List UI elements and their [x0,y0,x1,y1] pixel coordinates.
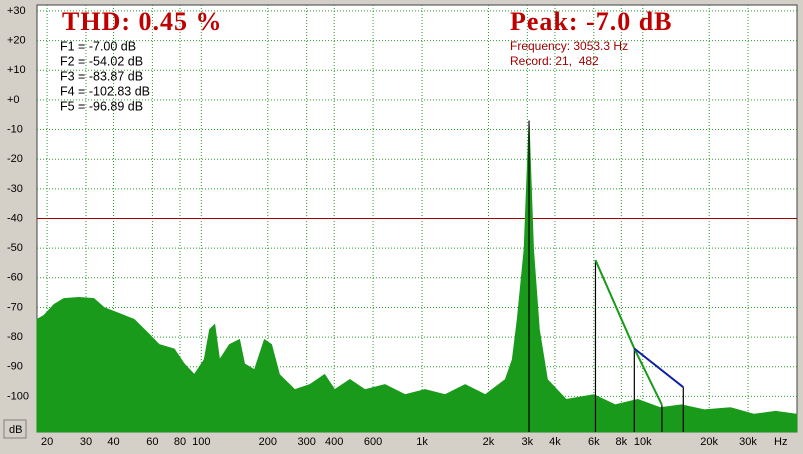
frequency-info: Frequency: 3053.3 Hz [510,39,628,53]
harmonic-label: F1 = -7.00 dB [60,39,136,53]
harmonic-label: F3 = -83.87 dB [60,69,143,83]
y-tick-label: +0 [7,94,20,106]
x-tick-label: 1k [416,436,428,448]
x-tick-label: 600 [364,436,382,448]
harmonic-trend [633,347,684,388]
x-tick-label: 2k [483,436,495,448]
x-tick-label: 4k [549,436,561,448]
x-axis-label: Hz [774,436,787,448]
x-tick-label: 100 [192,436,210,448]
x-tick-label: 400 [325,436,343,448]
y-tick-label: -60 [7,272,23,284]
harmonic-label: F4 = -102.83 dB [60,84,150,98]
x-tick-label: 30k [739,436,757,448]
x-tick-label: 3k [522,436,534,448]
x-tick-label: 20k [700,436,718,448]
x-tick-label: 30 [80,436,92,448]
record-info: Record: 21, 482 [510,54,599,68]
x-tick-label: 6k [588,436,600,448]
y-tick-label: -10 [7,123,23,135]
peak-title: Peak: -7.0 dB [510,7,673,36]
x-tick-label: 80 [174,436,186,448]
y-tick-label: -80 [7,331,23,343]
x-tick-label: 300 [297,436,315,448]
unit-box [3,419,27,439]
x-tick-label: 60 [146,436,158,448]
y-tick-label: +10 [7,64,26,76]
x-tick-label: 10k [634,436,652,448]
harmonic-label: F2 = -54.02 dB [60,54,143,68]
x-tick-label: 200 [259,436,277,448]
y-tick-label: +20 [7,34,26,46]
harmonic-trend [633,348,663,406]
y-tick-label: -90 [7,361,23,373]
y-tick-label: -50 [7,242,23,254]
harmonic-trend [594,259,636,349]
thd-title: THD: 0.45 % [62,7,223,36]
harmonic-label: F5 = -96.89 dB [60,99,143,113]
y-tick-label: -100 [7,390,29,402]
y-tick-label: -70 [7,301,23,313]
x-tick-label: 40 [107,436,119,448]
y-tick-label: -30 [7,183,23,195]
spectrum-area [36,120,798,433]
y-axis-label: dB [9,424,22,436]
x-tick-label: 20 [41,436,53,448]
x-tick-label: 8k [616,436,628,448]
y-tick-label: +30 [7,5,26,17]
y-tick-label: -40 [7,212,23,224]
y-tick-label: -20 [7,153,23,165]
